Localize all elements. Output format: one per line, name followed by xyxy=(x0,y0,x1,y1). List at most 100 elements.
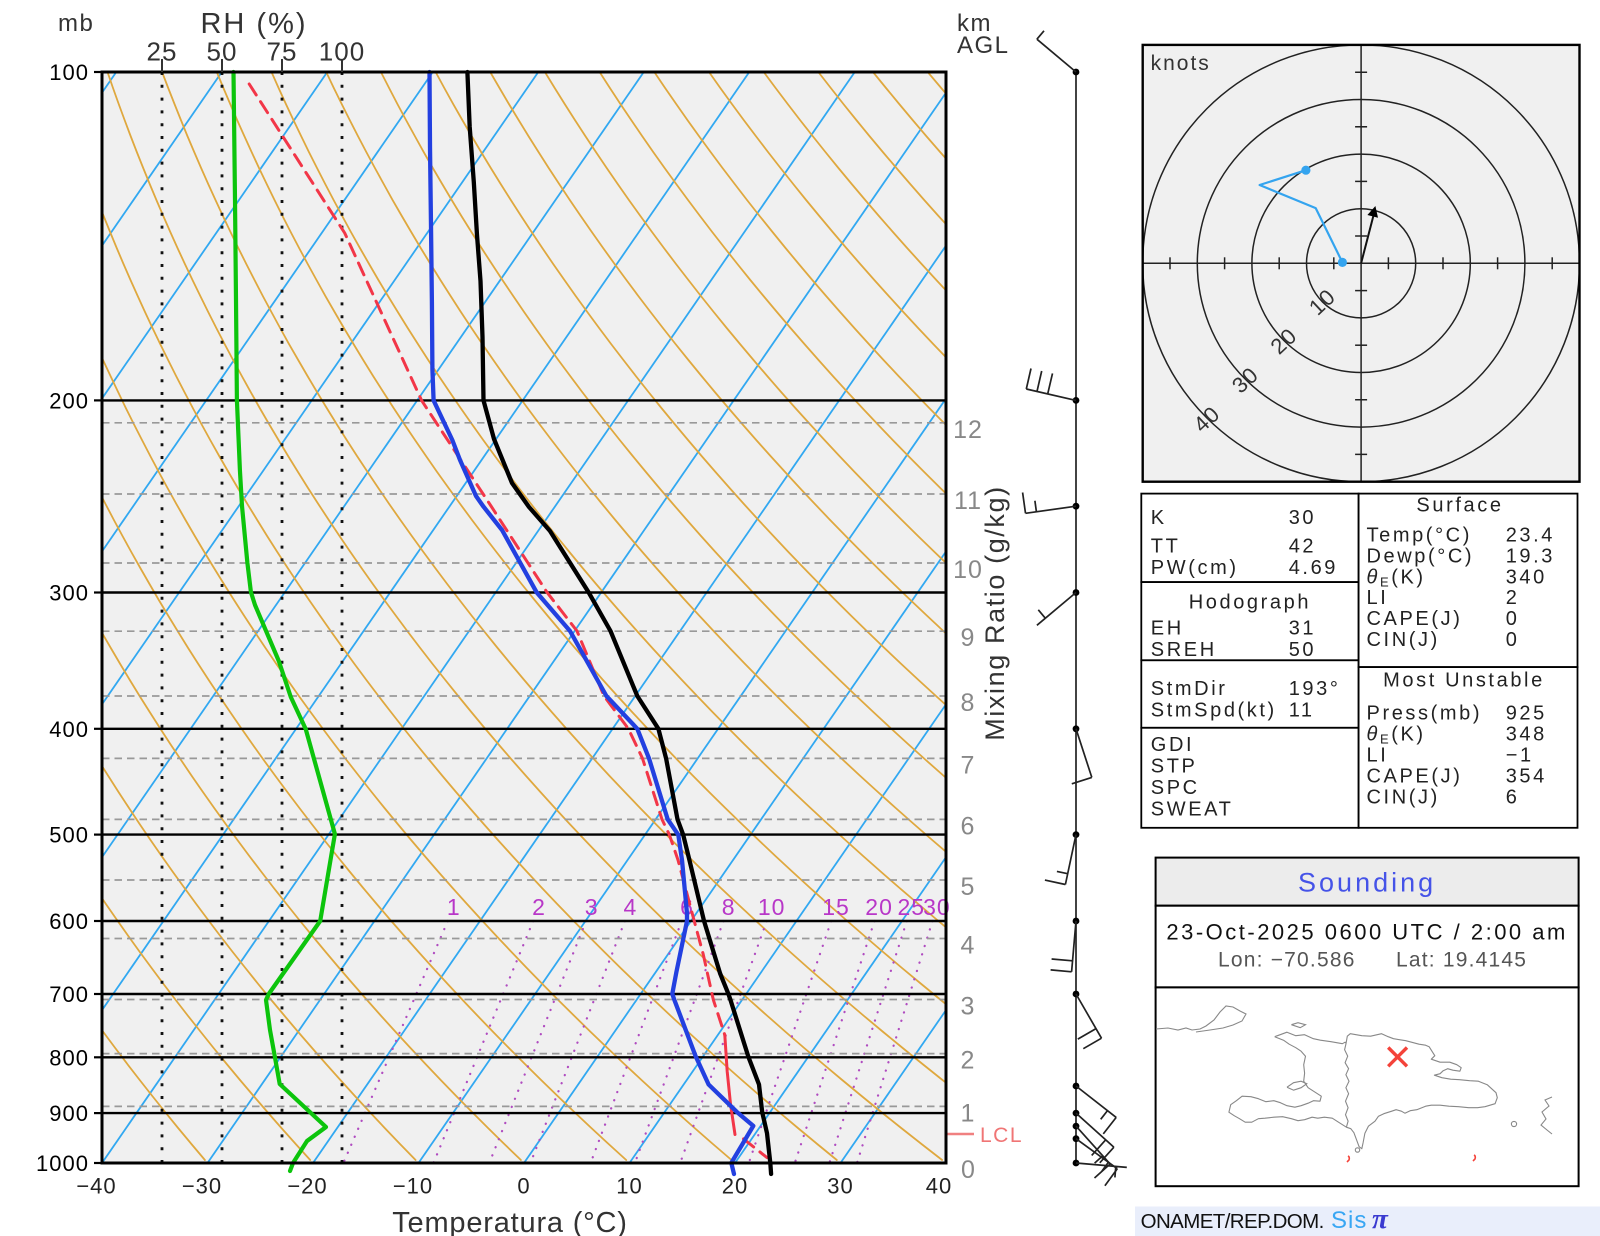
svg-text:600: 600 xyxy=(49,909,89,934)
svg-text:−20: −20 xyxy=(287,1174,327,1199)
svg-text:2: 2 xyxy=(532,894,546,920)
svg-text:6: 6 xyxy=(1506,786,1520,808)
svg-text:23-Oct-2025 0600 UTC / 2:00 am: 23-Oct-2025 0600 UTC / 2:00 am xyxy=(1166,919,1568,944)
svg-text:STP: STP xyxy=(1151,755,1198,777)
svg-text:1: 1 xyxy=(961,1099,976,1127)
svg-text:−10: −10 xyxy=(393,1174,433,1199)
svg-text:42: 42 xyxy=(1289,536,1316,558)
svg-text:75: 75 xyxy=(267,37,298,67)
svg-text:CIN(J): CIN(J) xyxy=(1367,629,1440,651)
svg-text:800: 800 xyxy=(49,1045,89,1070)
svg-text:GDI: GDI xyxy=(1151,734,1194,756)
svg-text:θE(K): θE(K) xyxy=(1367,566,1426,589)
svg-text:340: 340 xyxy=(1506,566,1547,588)
svg-text:11: 11 xyxy=(1289,699,1315,721)
svg-text:200: 200 xyxy=(49,388,89,413)
svg-text:1: 1 xyxy=(447,894,461,920)
svg-text:50: 50 xyxy=(207,37,238,67)
svg-text:925: 925 xyxy=(1506,703,1547,725)
svg-text:StmSpd(kt): StmSpd(kt) xyxy=(1151,699,1277,721)
svg-text:4.69: 4.69 xyxy=(1289,557,1338,579)
svg-text:LI: LI xyxy=(1367,744,1389,766)
svg-text:π: π xyxy=(1372,1203,1389,1235)
svg-text:mb: mb xyxy=(58,10,94,37)
svg-text:km: km xyxy=(957,10,992,37)
svg-text:354: 354 xyxy=(1506,765,1547,787)
svg-text:Surface: Surface xyxy=(1416,494,1503,516)
svg-text:31: 31 xyxy=(1289,617,1316,639)
svg-text:6: 6 xyxy=(961,812,976,840)
svg-text:10: 10 xyxy=(953,556,983,584)
svg-text:50: 50 xyxy=(1289,639,1316,661)
svg-text:20: 20 xyxy=(865,894,893,920)
svg-text:300: 300 xyxy=(49,581,89,606)
svg-text:−30: −30 xyxy=(182,1174,222,1199)
svg-text:19.3: 19.3 xyxy=(1506,545,1555,567)
svg-text:Lat: 19.4145: Lat: 19.4145 xyxy=(1396,949,1527,972)
svg-text:2: 2 xyxy=(961,1047,976,1075)
svg-text:3: 3 xyxy=(585,894,599,920)
svg-text:0: 0 xyxy=(961,1156,975,1184)
svg-text:CIN(J): CIN(J) xyxy=(1367,786,1440,808)
svg-text:−1: −1 xyxy=(1506,744,1534,766)
svg-text:8: 8 xyxy=(961,689,976,717)
svg-text:TT: TT xyxy=(1151,536,1181,558)
svg-text:LI: LI xyxy=(1367,587,1389,609)
svg-text:100: 100 xyxy=(49,60,89,85)
svg-text:0: 0 xyxy=(1506,629,1520,651)
svg-text:4: 4 xyxy=(961,932,976,960)
svg-text:15: 15 xyxy=(822,894,850,920)
svg-text:0: 0 xyxy=(1506,608,1520,630)
svg-text:30: 30 xyxy=(1289,507,1316,529)
svg-text:Temperatura (°C): Temperatura (°C) xyxy=(392,1207,628,1236)
svg-text:RH (%): RH (%) xyxy=(200,8,307,40)
svg-text:CAPE(J): CAPE(J) xyxy=(1367,608,1463,630)
svg-text:Mixing Ratio (g/kg): Mixing Ratio (g/kg) xyxy=(980,485,1010,740)
svg-text:PW(cm): PW(cm) xyxy=(1151,557,1239,579)
svg-text:StmDir: StmDir xyxy=(1151,678,1228,700)
svg-text:Most Unstable: Most Unstable xyxy=(1383,670,1545,692)
svg-text:5: 5 xyxy=(961,873,976,901)
svg-text:700: 700 xyxy=(49,982,89,1007)
svg-text:CAPE(J): CAPE(J) xyxy=(1367,765,1463,787)
svg-text:400: 400 xyxy=(49,717,89,742)
svg-text:SPC: SPC xyxy=(1151,777,1200,799)
svg-text:9: 9 xyxy=(961,624,976,652)
svg-text:4: 4 xyxy=(624,894,638,920)
svg-text:10: 10 xyxy=(758,894,786,920)
svg-text:SWEAT: SWEAT xyxy=(1151,799,1234,821)
svg-text:500: 500 xyxy=(49,823,89,848)
svg-text:Temp(°C): Temp(°C) xyxy=(1367,524,1472,546)
svg-text:8: 8 xyxy=(722,894,736,920)
svg-text:0: 0 xyxy=(517,1174,530,1199)
svg-text:AGL: AGL xyxy=(957,32,1010,59)
svg-text:23.4: 23.4 xyxy=(1506,524,1555,546)
svg-text:3: 3 xyxy=(961,993,976,1021)
svg-text:7: 7 xyxy=(961,751,976,779)
svg-text:100: 100 xyxy=(319,37,365,67)
svg-text:Sis: Sis xyxy=(1331,1207,1367,1234)
svg-text:25: 25 xyxy=(898,894,926,920)
svg-text:348: 348 xyxy=(1506,723,1547,745)
svg-text:Sounding: Sounding xyxy=(1298,867,1436,897)
svg-text:20: 20 xyxy=(722,1174,748,1199)
svg-text:40: 40 xyxy=(926,1174,952,1199)
svg-text:12: 12 xyxy=(953,416,983,444)
svg-text:Dewp(°C): Dewp(°C) xyxy=(1367,545,1475,567)
svg-text:K: K xyxy=(1151,507,1167,529)
svg-text:11: 11 xyxy=(954,487,982,515)
svg-text:−40: −40 xyxy=(76,1174,116,1199)
svg-text:SREH: SREH xyxy=(1151,639,1217,661)
svg-text:30: 30 xyxy=(827,1174,853,1199)
svg-text:Lon: −70.586: Lon: −70.586 xyxy=(1218,949,1356,972)
svg-text:900: 900 xyxy=(49,1101,89,1126)
svg-text:Press(mb): Press(mb) xyxy=(1367,703,1483,725)
svg-text:193°: 193° xyxy=(1289,678,1341,700)
svg-text:LCL: LCL xyxy=(980,1124,1023,1147)
svg-text:25: 25 xyxy=(147,37,178,67)
svg-text:2: 2 xyxy=(1506,587,1520,609)
svg-text:ONAMET/REP.DOM.: ONAMET/REP.DOM. xyxy=(1141,1210,1324,1233)
svg-text:knots: knots xyxy=(1151,52,1211,75)
svg-text:1000: 1000 xyxy=(36,1151,89,1176)
svg-text:θE(K): θE(K) xyxy=(1367,723,1426,746)
